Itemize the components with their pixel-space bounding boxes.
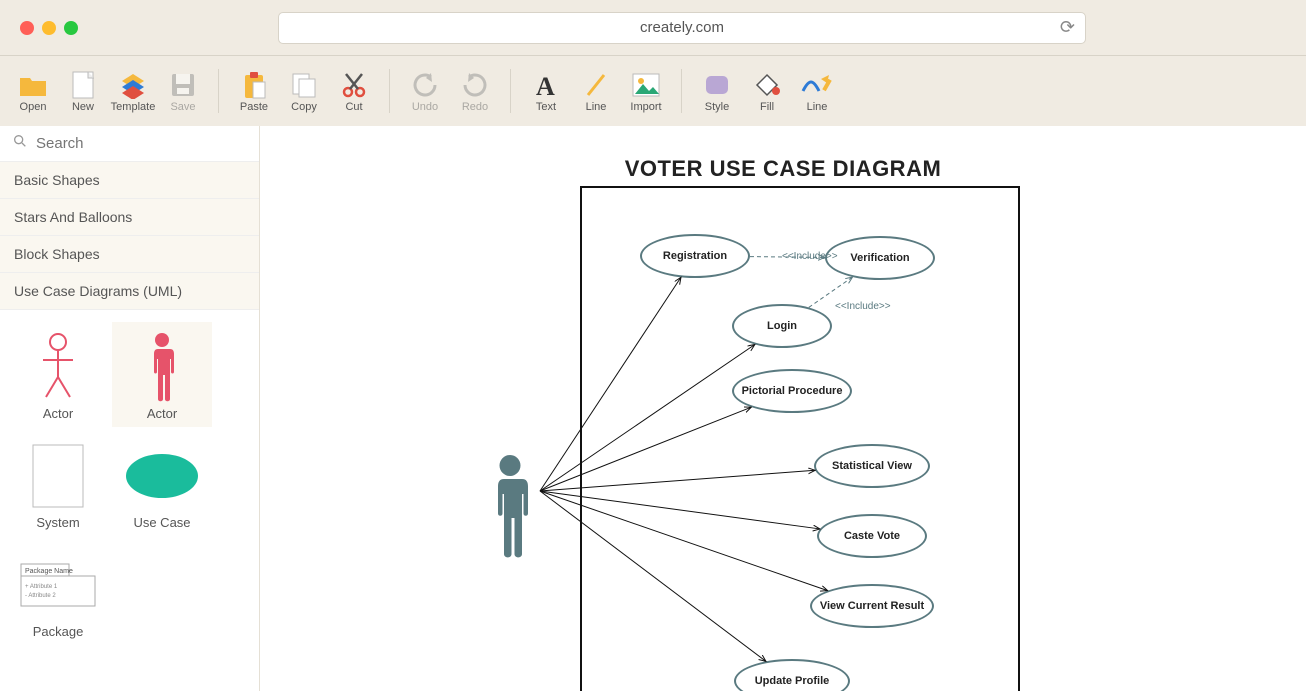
- style-icon: [703, 69, 731, 101]
- usecase-registration[interactable]: Registration: [640, 234, 750, 278]
- redo-icon: [461, 69, 489, 101]
- shape-actor-stick[interactable]: Actor: [8, 322, 108, 427]
- usecase-stats[interactable]: Statistical View: [814, 444, 930, 488]
- save-button: Save: [158, 61, 208, 121]
- tool-label: Open: [20, 101, 47, 113]
- import-icon: [631, 69, 661, 101]
- text-button[interactable]: A Text: [521, 61, 571, 121]
- tool-label: Text: [536, 101, 556, 113]
- tool-label: Line: [807, 101, 828, 113]
- usecase-vote[interactable]: Caste Vote: [817, 514, 927, 558]
- line-tool-button[interactable]: Line: [571, 61, 621, 121]
- url-bar[interactable]: creately.com ⟳: [278, 12, 1086, 44]
- new-button[interactable]: New: [58, 61, 108, 121]
- usecase-icon: [122, 437, 202, 515]
- cut-button[interactable]: Cut: [329, 61, 379, 121]
- tool-label: Redo: [462, 101, 488, 113]
- line-style-icon: [801, 69, 833, 101]
- import-button[interactable]: Import: [621, 61, 671, 121]
- paste-button[interactable]: Paste: [229, 61, 279, 121]
- shape-label: Actor: [43, 406, 73, 421]
- search-row: [0, 126, 259, 162]
- undo-icon: [411, 69, 439, 101]
- shape-label: Package: [33, 624, 84, 639]
- usecase-verification[interactable]: Verification: [825, 236, 935, 280]
- package-icon: Package Name + Attribute 1 - Attribute 2: [19, 546, 97, 624]
- shape-label: System: [36, 515, 79, 530]
- toolbar-separator: [389, 69, 390, 113]
- tool-label: New: [72, 101, 94, 113]
- fill-button[interactable]: Fill: [742, 61, 792, 121]
- sidebar-category[interactable]: Stars And Balloons: [0, 199, 259, 236]
- svg-text:A: A: [536, 72, 555, 99]
- usecase-login[interactable]: Login: [732, 304, 832, 348]
- actor-stick-icon: [38, 328, 78, 406]
- tool-label: Style: [705, 101, 729, 113]
- usecase-pictorial[interactable]: Pictorial Procedure: [732, 369, 852, 413]
- copy-button[interactable]: Copy: [279, 61, 329, 121]
- tool-label: Import: [630, 101, 661, 113]
- maximize-window-icon[interactable]: [64, 21, 78, 35]
- shape-package[interactable]: Package Name+ Attribute 1- Attribute 2Pa…: [8, 540, 108, 645]
- fill-icon: [753, 69, 781, 101]
- tool-label: Undo: [412, 101, 438, 113]
- url-text: creately.com: [640, 19, 724, 36]
- save-icon: [169, 69, 197, 101]
- svg-text:+ Attribute 1: + Attribute 1: [25, 584, 58, 590]
- cut-icon: [340, 69, 368, 101]
- tool-label: Copy: [291, 101, 317, 113]
- close-window-icon[interactable]: [20, 21, 34, 35]
- search-icon: [12, 133, 28, 154]
- shape-label: Actor: [147, 406, 177, 421]
- svg-text:Package Name: Package Name: [25, 568, 73, 575]
- tool-label: Template: [111, 101, 156, 113]
- toolbar: Open New Template Save Paste Copy Cut Undo Redo A…: [0, 56, 1306, 126]
- diagram-title: VOTER USE CASE DIAGRAM: [625, 156, 942, 182]
- include-label: <<Include>>: [782, 251, 838, 262]
- sidebar-category[interactable]: Basic Shapes: [0, 162, 259, 199]
- template-button[interactable]: Template: [108, 61, 158, 121]
- shape-system[interactable]: System: [8, 431, 108, 536]
- template-icon: [119, 69, 147, 101]
- sidebar: Basic ShapesStars And BalloonsBlock Shap…: [0, 126, 260, 691]
- shapes-grid: Actor Actor System Use Case Package Name + At…: [0, 310, 259, 657]
- actor-voter[interactable]: [480, 451, 540, 566]
- usecase-result[interactable]: View Current Result: [810, 584, 934, 628]
- line-tool-icon: [582, 69, 610, 101]
- traffic-lights: [20, 21, 78, 35]
- redo-button: Redo: [450, 61, 500, 121]
- tool-label: Line: [586, 101, 607, 113]
- line-style-button[interactable]: Line: [792, 61, 842, 121]
- refresh-icon[interactable]: ⟳: [1060, 17, 1075, 38]
- canvas[interactable]: VOTER USE CASE DIAGRAM Registration Verif…: [260, 126, 1306, 691]
- window-chrome: creately.com ⟳: [0, 0, 1306, 56]
- undo-button: Undo: [400, 61, 450, 121]
- tool-label: Cut: [345, 101, 362, 113]
- paste-icon: [241, 69, 267, 101]
- svg-text:- Attribute 2: - Attribute 2: [25, 593, 56, 599]
- system-icon: [29, 437, 87, 515]
- search-input[interactable]: [36, 135, 247, 152]
- shape-label: Use Case: [133, 515, 190, 530]
- actor-solid-icon: [142, 328, 182, 406]
- shape-actor-solid[interactable]: Actor: [112, 322, 212, 427]
- minimize-window-icon[interactable]: [42, 21, 56, 35]
- text-icon: A: [532, 69, 560, 101]
- include-label: <<Include>>: [835, 301, 891, 312]
- copy-icon: [290, 69, 318, 101]
- style-button[interactable]: Style: [692, 61, 742, 121]
- new-icon: [70, 69, 96, 101]
- tool-label: Paste: [240, 101, 268, 113]
- main-area: Basic ShapesStars And BalloonsBlock Shap…: [0, 126, 1306, 691]
- toolbar-separator: [510, 69, 511, 113]
- tool-label: Fill: [760, 101, 774, 113]
- sidebar-category[interactable]: Use Case Diagrams (UML): [0, 273, 259, 310]
- toolbar-separator: [218, 69, 219, 113]
- toolbar-separator: [681, 69, 682, 113]
- shape-usecase[interactable]: Use Case: [112, 431, 212, 536]
- tool-label: Save: [170, 101, 195, 113]
- sidebar-category[interactable]: Block Shapes: [0, 236, 259, 273]
- open-button[interactable]: Open: [8, 61, 58, 121]
- open-icon: [18, 69, 48, 101]
